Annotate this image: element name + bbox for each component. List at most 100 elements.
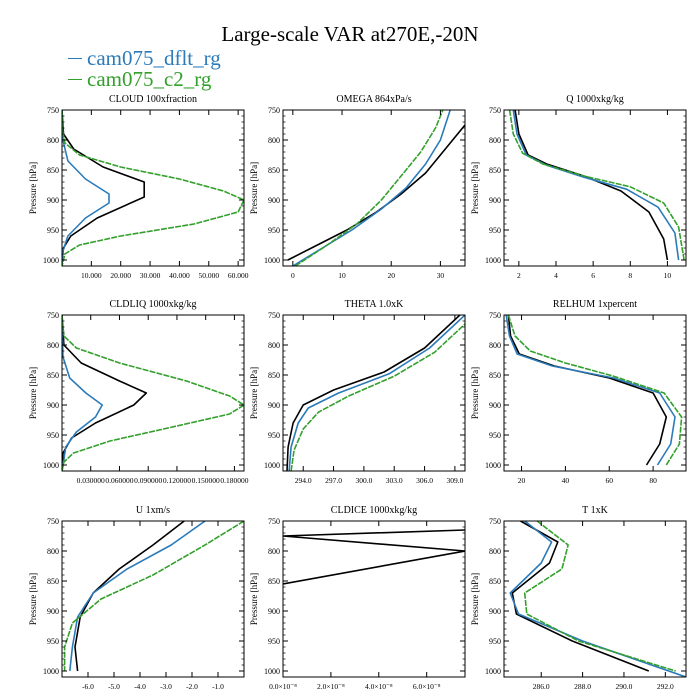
series-line [62, 110, 244, 266]
x-tick-label: -5.0 [108, 682, 120, 691]
y-tick-label: 750 [268, 311, 280, 320]
y-tick-label: 1000 [264, 667, 280, 676]
y-tick-label: 1000 [485, 256, 501, 265]
x-tick-label: 50.000 [198, 271, 219, 280]
x-tick-label: 0 [291, 271, 295, 280]
y-tick-label: 850 [47, 371, 59, 380]
y-axis-label: Pressure [hPa] [249, 367, 259, 419]
x-tick-label: 6.0×10⁻⁸ [413, 682, 441, 691]
subplot-title: CLOUD 100xfraction [109, 94, 197, 105]
legend-item: cam075_c2_rg [68, 69, 221, 90]
subplot: CLDLIQ 1000xkg/kg 750 800 850 900 950 1000 0.03… [28, 299, 249, 485]
series-line [62, 315, 103, 471]
y-tick-label: 1000 [43, 256, 59, 265]
x-tick-label: 286.0 [533, 682, 550, 691]
y-tick-label: 950 [489, 226, 501, 235]
y-tick-label: 750 [47, 517, 59, 526]
y-tick-label: 850 [47, 577, 59, 586]
y-tick-label: 850 [489, 166, 501, 175]
x-tick-label: 8 [628, 271, 632, 280]
plot-frame [503, 520, 687, 678]
series-line [62, 110, 110, 266]
series-line [505, 315, 676, 466]
series-line [286, 315, 461, 471]
y-tick-label: 850 [47, 166, 59, 175]
y-axis-label: Pressure [hPa] [28, 573, 38, 625]
subplot-title: THETA 1.0xK [345, 299, 404, 310]
x-tick-label: 80 [649, 476, 657, 485]
x-tick-label: 30.000 [140, 271, 161, 280]
y-tick-label: 850 [268, 166, 280, 175]
y-tick-label: 750 [268, 106, 280, 115]
y-tick-label: 800 [47, 547, 59, 556]
x-tick-label: 20 [387, 271, 395, 280]
y-tick-label: 950 [489, 637, 501, 646]
y-tick-label: 800 [489, 136, 501, 145]
y-tick-label: 850 [489, 577, 501, 586]
x-tick-label: 30 [437, 271, 445, 280]
x-tick-label: 303.0 [386, 476, 403, 485]
x-tick-label: 20.000 [110, 271, 131, 280]
plot-frame [61, 109, 245, 267]
y-tick-label: 750 [47, 311, 59, 320]
y-tick-label: 900 [47, 607, 59, 616]
x-tick-label: -4.0 [134, 682, 146, 691]
x-tick-label: 0.0×10⁻⁸ [269, 682, 297, 691]
y-tick-label: 1000 [43, 667, 59, 676]
y-axis-label: Pressure [hPa] [249, 162, 259, 214]
y-tick-label: 900 [268, 607, 280, 616]
subplot-title: CLDLIQ 1000xkg/kg [110, 299, 197, 310]
plot-frame [282, 109, 466, 267]
y-tick-label: 800 [268, 547, 280, 556]
y-tick-label: 750 [268, 517, 280, 526]
x-tick-label: 300.0 [355, 476, 372, 485]
y-axis-label: Pressure [hPa] [28, 367, 38, 419]
x-tick-label: 0.150000 [192, 476, 220, 485]
series-line [508, 110, 685, 261]
legend-label: cam075_c2_rg [87, 67, 212, 91]
y-tick-label: 800 [489, 547, 501, 556]
y-tick-label: 1000 [43, 461, 59, 470]
y-tick-label: 800 [47, 136, 59, 145]
y-tick-label: 1000 [485, 667, 501, 676]
y-tick-label: 800 [268, 136, 280, 145]
x-tick-label: 60.000 [228, 271, 249, 280]
y-tick-label: 850 [489, 371, 501, 380]
subplot-title: T 1xK [582, 505, 608, 516]
series-line [62, 110, 145, 266]
legend-label: cam075_dflt_rg [87, 46, 221, 70]
x-tick-label: 60 [606, 476, 614, 485]
x-tick-label: 40 [562, 476, 570, 485]
series-line [290, 323, 465, 471]
y-tick-label: 900 [47, 401, 59, 410]
x-tick-label: 40.000 [169, 271, 190, 280]
series-line [523, 521, 676, 672]
y-tick-label: 750 [489, 106, 501, 115]
series-line [62, 315, 244, 471]
y-tick-label: 950 [268, 226, 280, 235]
subplot: OMEGA 864xPa/s 750 800 850 900 950 1000 0 10 20 30… [249, 94, 466, 280]
series-line [294, 110, 444, 266]
subplot: THETA 1.0xK 750 800 850 900 950 1000 294.0 297.0… [249, 299, 466, 485]
x-tick-label: 0.090000 [134, 476, 162, 485]
series-line [514, 110, 669, 261]
y-tick-label: 950 [47, 431, 59, 440]
x-tick-label: 309.0 [446, 476, 463, 485]
x-tick-label: 20 [518, 476, 526, 485]
y-tick-label: 950 [268, 431, 280, 440]
y-tick-label: 800 [489, 341, 501, 350]
x-tick-label: 4 [554, 271, 558, 280]
y-tick-label: 850 [268, 371, 280, 380]
y-tick-label: 850 [268, 577, 280, 586]
y-tick-label: 900 [268, 401, 280, 410]
x-tick-label: 2 [517, 271, 521, 280]
y-tick-label: 950 [47, 637, 59, 646]
plot-frame [282, 314, 466, 472]
subplot: CLDICE 1000xkg/kg 750 800 850 900 950 1000 0.0×… [249, 505, 466, 691]
y-axis-label: Pressure [hPa] [470, 367, 480, 419]
figure-title: Large-scale VAR at270E,-20N [221, 22, 479, 46]
legend-item: cam075_dflt_rg [68, 48, 221, 69]
y-tick-label: 750 [489, 517, 501, 526]
subplot: RELHUM 1xpercent 750 800 850 900 950 1000 20 40 6… [470, 299, 687, 485]
